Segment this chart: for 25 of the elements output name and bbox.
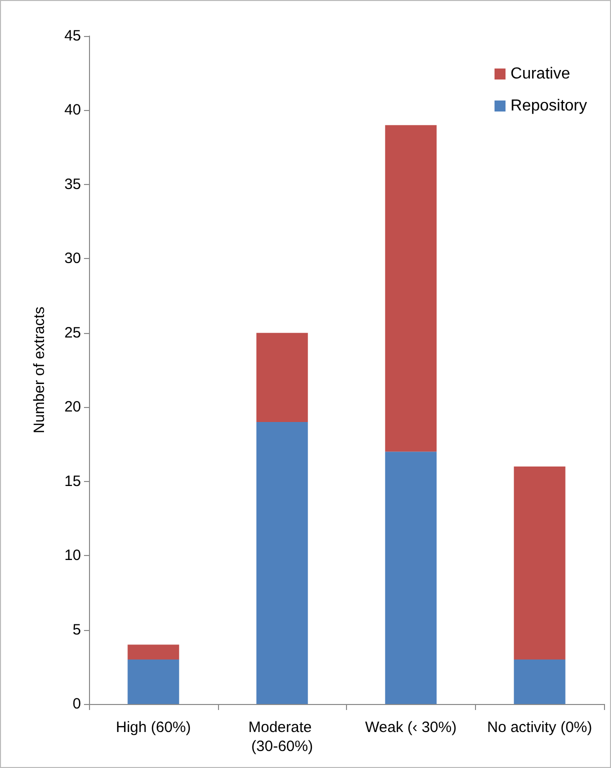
- bar: [256, 332, 308, 422]
- bar: [128, 644, 180, 660]
- bar: [514, 659, 566, 704]
- y-axis-title: Number of extracts: [31, 306, 48, 434]
- bar: [385, 125, 437, 452]
- y-tick-label: 45: [64, 28, 81, 44]
- legend-label: Repository: [510, 98, 588, 114]
- legend-label: Curative: [510, 66, 570, 82]
- y-tick-label: 30: [64, 250, 81, 268]
- y-tick-label: 40: [64, 102, 81, 119]
- x-tick-label: Moderate (30-60%): [248, 719, 316, 755]
- bar: [514, 466, 566, 660]
- y-tick-label: 0: [72, 696, 81, 712]
- x-tick-label: High (60%): [116, 719, 191, 736]
- y-tick-label: 5: [72, 621, 81, 638]
- x-tick-label: No activity (0%): [487, 719, 592, 736]
- bar: [256, 422, 308, 704]
- bar: [128, 659, 180, 704]
- y-tick-label: 10: [64, 547, 81, 564]
- bar: [385, 452, 437, 704]
- x-tick-label: Weak (‹ 30%): [365, 719, 457, 736]
- y-tick-label: 20: [64, 398, 81, 416]
- y-tick-label: 35: [64, 176, 81, 193]
- y-tick-label: 15: [64, 472, 81, 490]
- y-tick-label: 25: [64, 324, 81, 342]
